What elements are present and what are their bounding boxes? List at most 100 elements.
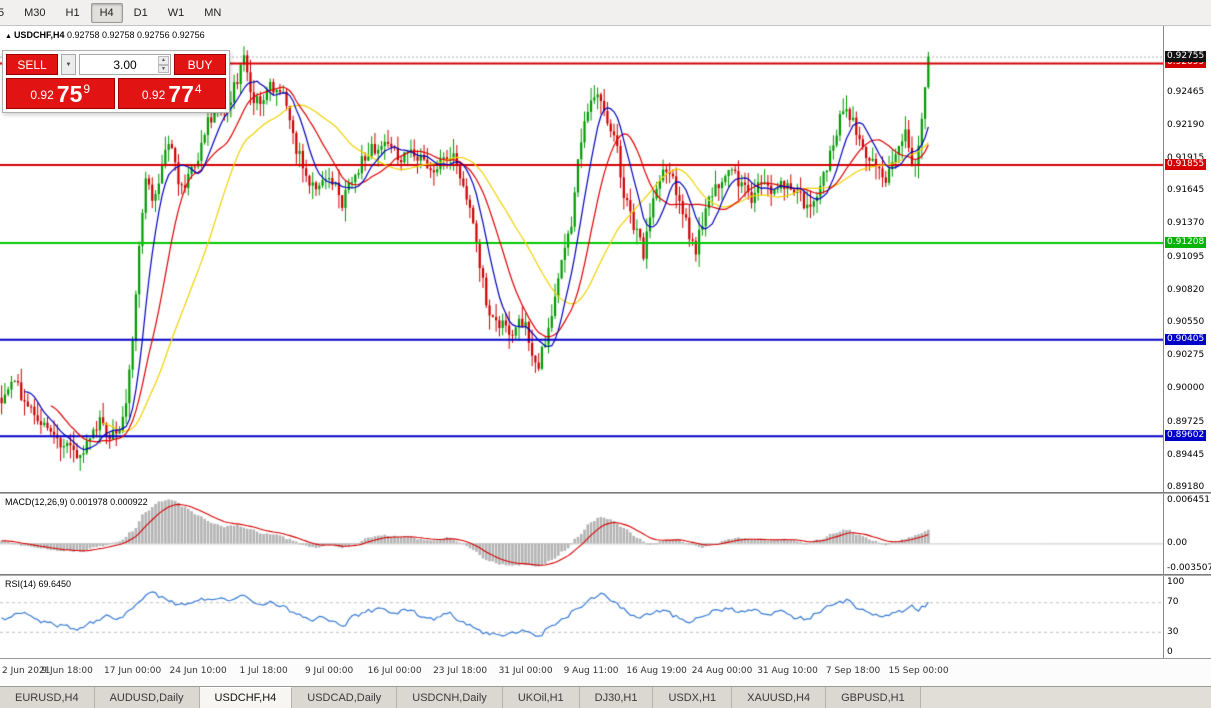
price-axis-label: 0.90820 xyxy=(1167,284,1205,295)
price-axis-label: 0.90275 xyxy=(1167,350,1205,361)
tab-gbpusd-h1[interactable]: GBPUSD,H1 xyxy=(826,687,921,708)
macd-name: MACD(12,26,9) xyxy=(5,497,68,507)
x-axis-label: 23 Jul 18:00 xyxy=(433,666,488,676)
price-axis-label: 0.91915 xyxy=(1167,152,1205,163)
rsi-indicator-pane: RSI(14) 69.6450 100 70 30 0 xyxy=(0,576,1211,658)
price-axis-label: 0.89725 xyxy=(1167,416,1205,427)
rsi-canvas[interactable] xyxy=(0,576,1163,658)
price-line-tag: 0.89602 xyxy=(1165,430,1207,442)
buy-button[interactable]: BUY xyxy=(174,54,226,75)
price-axis[interactable]: 0.92465 0.92190 0.91915 0.91645 0.91370 0.910… xyxy=(1163,26,1211,492)
macd-main-value: 0.001978 xyxy=(70,497,108,507)
one-click-trade-panel: SELL ▼ 3.00 ▲ ▼ BUY 0.92 75 9 0.92 77 4 xyxy=(2,50,230,113)
ask-price-main: 0.92 xyxy=(141,88,166,102)
order-options-dropdown[interactable]: ▼ xyxy=(61,54,76,75)
tab-usdx-h1[interactable]: USDX,H1 xyxy=(653,687,733,708)
macd-indicator-pane: MACD(12,26,9) 0.001978 0.000922 0.006451… xyxy=(0,494,1211,574)
bid-price-pips: 75 xyxy=(56,81,83,107)
current-price-tag: 0.92755 xyxy=(1165,50,1207,62)
timeframe-button-d1[interactable]: D1 xyxy=(133,6,148,19)
macd-signal-value: 0.000922 xyxy=(110,497,148,507)
tab-usdchf-h4[interactable]: USDCHF,H4 xyxy=(199,687,293,708)
price-line-tag: 0.92699 xyxy=(1165,57,1207,69)
price-axis-label: 0.90550 xyxy=(1167,317,1205,328)
timeframe-toolbar: 5 M30 H1 H4 D1 W1 MN xyxy=(0,0,1211,26)
price-axis-label: 0.91370 xyxy=(1167,218,1205,229)
rsi-value: 69.6450 xyxy=(38,579,72,589)
rsi-label: RSI(14) 69.6450 xyxy=(5,579,71,589)
tab-eurusd-h4[interactable]: EURUSD,H4 xyxy=(0,687,95,708)
chart-symbol-label: USDCHF,H4 xyxy=(13,30,65,40)
price-line-tag: 0.91855 xyxy=(1165,159,1207,171)
chevron-down-icon: ▼ xyxy=(65,61,72,68)
price-axis-label: 0.89445 xyxy=(1167,450,1205,461)
x-axis-label: 15 Sep 00:00 xyxy=(888,666,949,676)
bid-price-point: 9 xyxy=(83,82,91,96)
rsi-axis-label: 100 xyxy=(1167,577,1185,587)
x-axis-label: 9 Jul 00:00 xyxy=(304,666,354,676)
ask-price-point: 4 xyxy=(194,82,202,96)
price-chart-pane: ▲ USDCHF,H4 0.92758 0.92758 0.92756 0.927… xyxy=(0,26,1211,492)
price-line-tag: 0.90405 xyxy=(1165,333,1207,345)
trade-panel-prices: 0.92 75 9 0.92 77 4 xyxy=(6,78,226,109)
chart-tabs-bar: EURUSD,H4 AUDUSD,Daily USDCHF,H4 USDCAD,Dai… xyxy=(0,686,1211,708)
timeframe-button-m30[interactable]: M30 xyxy=(24,6,46,19)
macd-axis-label: -0.003507 xyxy=(1167,562,1211,573)
tab-dj30-h1[interactable]: DJ30,H1 xyxy=(579,687,654,708)
x-axis-label: 24 Aug 00:00 xyxy=(691,666,753,676)
macd-axis-label: 0.006451 xyxy=(1167,495,1210,505)
x-axis-label: 1 Jul 18:00 xyxy=(239,666,288,676)
macd-canvas[interactable] xyxy=(0,494,1163,574)
timeframe-button-h4[interactable]: H4 xyxy=(90,2,123,23)
price-axis-label: 0.91095 xyxy=(1167,251,1205,262)
tab-xauusd-h4[interactable]: XAUUSD,H4 xyxy=(732,687,827,708)
tab-ukoil-h1[interactable]: UKOil,H1 xyxy=(502,687,580,708)
time-axis[interactable]: 2 Jun 2021 9 Jun 18:00 17 Jun 00:00 24 Jun … xyxy=(0,658,1211,686)
volume-down-button[interactable]: ▼ xyxy=(158,64,169,73)
x-axis-label: 9 Jun 18:00 xyxy=(41,666,93,676)
rsi-axis-label: 30 xyxy=(1167,626,1179,637)
x-axis-label: 2 Jun 2021 xyxy=(2,666,51,676)
chart-title: ▲ USDCHF,H4 0.92758 0.92758 0.92756 0.927… xyxy=(5,30,205,40)
volume-value: 3.00 xyxy=(113,57,137,72)
price-line-tag: 0.91208 xyxy=(1165,236,1207,248)
x-axis-label: 9 Aug 11:00 xyxy=(563,666,619,676)
price-axis-label: 0.91645 xyxy=(1167,185,1205,196)
macd-label: MACD(12,26,9) 0.001978 0.000922 xyxy=(5,497,148,507)
tab-audusd-daily[interactable]: AUDUSD,Daily xyxy=(94,687,200,708)
rsi-axis-label: 0 xyxy=(1167,647,1173,657)
macd-axis[interactable]: 0.006451 0.00 -0.003507 xyxy=(1163,494,1211,574)
timeframe-button-mn[interactable]: MN xyxy=(204,6,222,19)
sell-button[interactable]: SELL xyxy=(6,54,58,75)
price-axis-label: 0.90000 xyxy=(1167,383,1205,394)
x-axis-label: 17 Jun 00:00 xyxy=(104,666,162,676)
timeframe-button-h1[interactable]: H1 xyxy=(65,6,80,19)
volume-input[interactable]: 3.00 ▲ ▼ xyxy=(79,54,171,75)
tab-usdcad-daily[interactable]: USDCAD,Daily xyxy=(292,687,398,708)
x-axis-label: 31 Jul 00:00 xyxy=(498,666,553,676)
bid-price-main: 0.92 xyxy=(30,88,54,102)
volume-stepper: ▲ ▼ xyxy=(158,56,169,73)
tab-usdcnh-daily[interactable]: USDCNH,Daily xyxy=(397,687,503,708)
x-axis-label: 16 Jul 00:00 xyxy=(367,666,422,676)
chart-symbol-icon: ▲ xyxy=(5,33,12,40)
chart-ohlc-readout: 0.92758 0.92758 0.92756 0.92756 xyxy=(66,30,205,40)
volume-up-button[interactable]: ▲ xyxy=(158,56,169,65)
bid-price-display[interactable]: 0.92 75 9 xyxy=(6,78,115,109)
pane-separator[interactable] xyxy=(0,574,1211,576)
price-axis-label: 0.92465 xyxy=(1167,86,1205,97)
rsi-axis-label: 70 xyxy=(1167,597,1179,608)
x-axis-label: 24 Jun 10:00 xyxy=(169,666,227,676)
pane-separator[interactable] xyxy=(0,492,1211,494)
x-axis-label: 16 Aug 19:00 xyxy=(626,666,687,676)
price-axis-label: 0.92190 xyxy=(1167,119,1205,130)
ask-price-pips: 77 xyxy=(168,81,194,107)
timeframe-button-5[interactable]: 5 xyxy=(0,6,5,19)
ask-price-display[interactable]: 0.92 77 4 xyxy=(117,78,226,109)
timeframe-button-w1[interactable]: W1 xyxy=(167,6,185,19)
trade-panel-controls: SELL ▼ 3.00 ▲ ▼ BUY xyxy=(6,54,226,75)
timeframe-buttons: 5 M30 H1 H4 D1 W1 MN xyxy=(0,2,232,23)
price-axis-label: 0.89180 xyxy=(1167,482,1205,492)
x-axis-label: 31 Aug 10:00 xyxy=(757,666,818,676)
rsi-axis[interactable]: 100 70 30 0 xyxy=(1163,576,1211,658)
